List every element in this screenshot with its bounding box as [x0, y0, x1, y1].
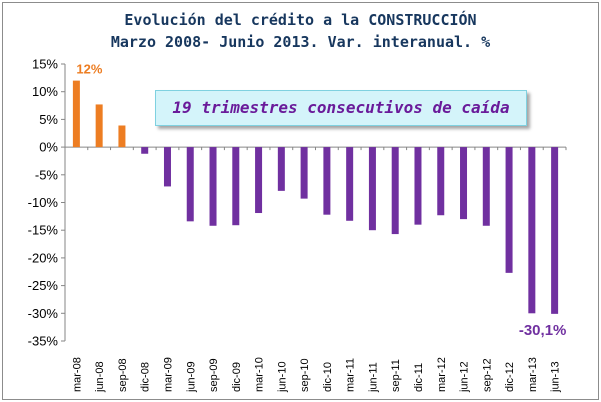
bar-sep-12 — [482, 147, 490, 226]
x-tick-label: dic-10 — [322, 362, 334, 392]
y-tick-label: 10% — [32, 84, 58, 99]
bar-series — [72, 80, 559, 314]
y-axis: 15% 10% 5% 0% -5% -10% -15% -20% -25% -30% -35% — [28, 57, 566, 349]
bar-jun-11 — [368, 147, 376, 231]
x-tick-label: jun-09 — [185, 361, 197, 393]
chart-subtitle: Marzo 2008- Junio 2013. Var. interanual.… — [110, 33, 491, 51]
bar-sep-11 — [391, 147, 399, 235]
bar-mar-09 — [163, 147, 171, 187]
bar-sep-10 — [300, 147, 308, 199]
data-label: -30,1% — [519, 322, 567, 339]
x-tick-label: jun-10 — [276, 361, 288, 393]
bar-jun-10 — [277, 147, 285, 191]
x-tick-label: mar-11 — [345, 358, 357, 392]
bar-dic-11 — [414, 147, 422, 225]
y-tick-label: -25% — [28, 278, 59, 293]
y-tick-label: -10% — [28, 195, 59, 210]
bar-jun-12 — [460, 147, 468, 220]
bar-dic-08 — [141, 147, 149, 154]
y-tick-label: -5% — [35, 167, 59, 182]
bar-dic-10 — [323, 147, 331, 215]
bar-jun-08 — [95, 104, 103, 148]
bar-sep-08 — [118, 125, 126, 148]
data-labels: 12% -30,1% — [76, 62, 566, 339]
x-tick-label: dic-09 — [231, 362, 243, 392]
bar-mar-13 — [528, 147, 536, 314]
y-tick-label: 15% — [32, 57, 58, 72]
x-tick-label: dic-08 — [140, 362, 152, 392]
x-tick-label: mar-10 — [254, 357, 266, 392]
x-tick-label: mar-08 — [71, 357, 83, 392]
x-axis: mar-08 jun-08 sep-08 dic-08 mar-09 jun-09 sep-… — [71, 147, 567, 393]
bar-jun-13 — [551, 147, 559, 314]
y-tick-label: -20% — [28, 250, 59, 265]
x-tick-label: sep-12 — [481, 358, 493, 392]
bar-mar-08 — [72, 80, 80, 148]
x-tick-label: jun-13 — [550, 361, 562, 393]
x-tick-label: sep-10 — [299, 358, 311, 392]
bar-mar-11 — [346, 147, 354, 221]
annotation-callout: 19 trimestres consecutivos de caída — [155, 90, 527, 126]
x-tick-label: mar-09 — [162, 357, 174, 392]
data-label: 12% — [76, 62, 102, 77]
bar-jun-09 — [186, 147, 194, 222]
x-tick-label: mar-13 — [527, 357, 539, 392]
y-tick-label: -15% — [28, 223, 59, 238]
x-tick-label: dic-11 — [413, 363, 425, 392]
x-tick-label: sep-11 — [390, 359, 402, 392]
bar-mar-10 — [255, 147, 263, 214]
bar-mar-12 — [437, 147, 445, 216]
chart-title: Evolución del crédito a la CONSTRUCCIÓN — [124, 11, 477, 29]
x-tick-label: mar-12 — [436, 357, 448, 392]
y-tick-label: 5% — [39, 112, 58, 127]
x-tick-label: jun-12 — [459, 361, 471, 393]
x-tick-label: jun-11 — [367, 362, 379, 393]
bar-dic-12 — [505, 147, 513, 273]
y-tick-label: -30% — [28, 306, 59, 321]
y-tick-label: -35% — [28, 334, 59, 349]
x-tick-label: jun-08 — [94, 361, 106, 393]
x-tick-label: sep-08 — [117, 358, 129, 392]
x-tick-label: dic-12 — [504, 362, 516, 392]
y-tick-label: 0% — [39, 140, 58, 155]
bar-dic-09 — [232, 147, 240, 226]
x-tick-label: sep-09 — [208, 358, 220, 392]
bar-sep-09 — [209, 147, 217, 226]
